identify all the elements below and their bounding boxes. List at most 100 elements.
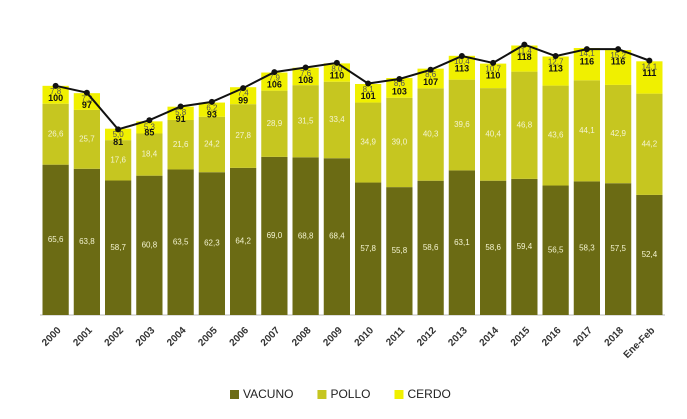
line-label: 85 xyxy=(144,128,154,138)
x-tick-label: 2000 xyxy=(40,325,64,349)
legend-label: CERDO xyxy=(407,387,450,401)
x-tick-label: 2007 xyxy=(259,325,283,349)
value-label: 34,9 xyxy=(360,138,376,147)
line-point xyxy=(583,46,590,53)
value-label: 10,7 xyxy=(485,65,501,74)
bar-segment xyxy=(198,116,225,173)
value-label: 44,2 xyxy=(642,139,658,148)
value-label: 7,6 xyxy=(300,69,312,78)
line-label: 93 xyxy=(207,109,217,119)
bar-segment xyxy=(355,84,382,103)
bar-segment xyxy=(386,78,413,98)
line-label: 118 xyxy=(517,52,532,62)
line-label: 107 xyxy=(423,77,438,87)
line-point xyxy=(646,57,653,64)
bar-segment xyxy=(636,194,663,315)
value-label: 56,5 xyxy=(548,245,564,254)
bar-segment xyxy=(417,68,444,89)
value-label: 10,4 xyxy=(454,57,470,66)
line-point xyxy=(83,89,90,96)
value-label: 42,9 xyxy=(610,129,626,138)
bar-segment xyxy=(105,180,132,315)
value-label: 57,8 xyxy=(360,244,376,253)
bar-segment xyxy=(292,85,319,158)
value-label: 40,3 xyxy=(423,130,439,139)
value-label: 58,7 xyxy=(110,243,126,252)
line-label: 116 xyxy=(580,57,595,67)
line-label: 81 xyxy=(113,137,123,147)
value-label: 6,2 xyxy=(206,104,218,113)
legend-swatch xyxy=(394,390,404,399)
line-point xyxy=(115,126,122,133)
bar-segment xyxy=(480,180,507,315)
bar-segment xyxy=(417,88,444,181)
bar-segment xyxy=(386,187,413,315)
line-label: 101 xyxy=(361,91,376,101)
value-label: 33,4 xyxy=(329,115,345,124)
legend-swatch xyxy=(317,390,327,399)
line-point xyxy=(427,66,434,73)
value-label: 7,3 xyxy=(81,94,93,103)
bar-segment xyxy=(292,157,319,315)
bar-segment xyxy=(42,164,69,315)
value-label: 7,9 xyxy=(269,74,281,83)
line-point xyxy=(52,82,59,89)
x-tick-label: 2016 xyxy=(540,325,564,349)
value-label: 11,4 xyxy=(517,47,533,56)
x-tick-label: 2009 xyxy=(321,325,345,349)
line-label: 99 xyxy=(238,96,248,106)
line-point xyxy=(177,103,184,110)
value-label: 44,1 xyxy=(579,126,595,135)
x-tick-label: 2017 xyxy=(571,325,595,349)
line-point xyxy=(396,75,403,82)
bar-segment xyxy=(605,84,632,184)
bar-segment xyxy=(417,180,444,315)
bar-segment xyxy=(355,182,382,315)
line-label: 110 xyxy=(330,70,345,80)
line-point xyxy=(146,117,153,124)
value-label: 14,1 xyxy=(579,49,595,58)
bar-segment xyxy=(480,63,507,89)
line-label: 100 xyxy=(48,93,63,103)
value-label: 55,8 xyxy=(392,246,408,255)
bar-segment xyxy=(573,48,600,81)
bar-segment xyxy=(198,102,225,117)
value-label: 12,7 xyxy=(548,58,564,67)
bar-segment xyxy=(605,183,632,315)
x-tick-label: 2014 xyxy=(478,325,502,349)
bar-segment xyxy=(542,56,569,86)
bar-segment xyxy=(542,85,569,186)
value-label: 68,8 xyxy=(298,231,314,240)
bar-segment xyxy=(136,175,163,315)
x-tick-label: 2018 xyxy=(603,325,627,349)
line-label: 116 xyxy=(611,57,626,67)
line-point xyxy=(271,69,278,76)
line-point xyxy=(240,85,247,92)
value-label: 25,7 xyxy=(79,134,95,143)
bar-segment xyxy=(605,50,632,85)
bar-segment xyxy=(480,88,507,181)
bar-segment xyxy=(261,72,288,91)
x-tick-label: 2012 xyxy=(415,325,439,349)
bar-segment xyxy=(261,90,288,157)
value-label: 60,8 xyxy=(142,240,158,249)
value-label: 62,3 xyxy=(204,239,220,248)
value-label: 39,0 xyxy=(392,138,408,147)
x-tick-label: 2011 xyxy=(384,325,407,348)
x-tick-label: 2015 xyxy=(509,325,533,349)
value-label: 63,5 xyxy=(173,237,189,246)
line-point xyxy=(208,98,215,105)
total-line xyxy=(55,43,650,131)
value-label: 27,8 xyxy=(235,131,251,140)
value-label: 17,6 xyxy=(110,155,126,164)
line-label: 106 xyxy=(267,79,282,89)
legend-label: VACUNO xyxy=(243,387,293,401)
value-label: 64,2 xyxy=(235,237,251,246)
value-label: 26,6 xyxy=(48,129,64,138)
value-label: 5,3 xyxy=(144,122,156,131)
line-point xyxy=(490,59,497,66)
x-tick-label: 2013 xyxy=(446,325,470,349)
line-label: 97 xyxy=(82,100,92,110)
line-point xyxy=(302,64,309,71)
